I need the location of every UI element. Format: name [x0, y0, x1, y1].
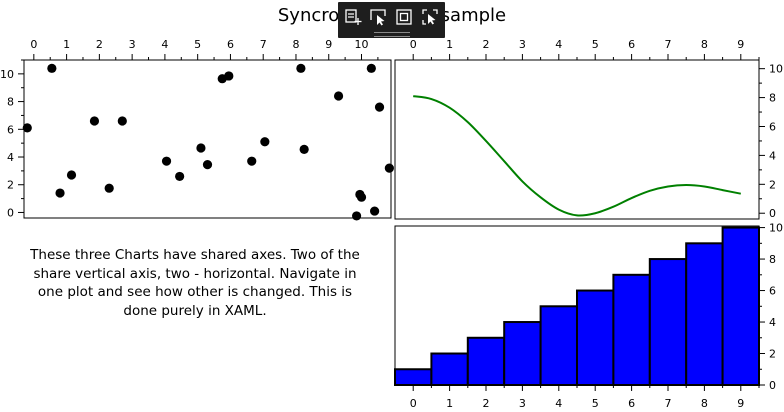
- line-series: [413, 95, 741, 217]
- scatter-y-tick-label: 2: [7, 179, 14, 192]
- line-y-tick-label: 6: [769, 120, 776, 133]
- scatter-x-tick-label: 7: [260, 38, 267, 51]
- toolbar-grip[interactable]: [374, 32, 410, 37]
- scatter-x-tick-label: 1: [63, 38, 70, 51]
- scatter-point: [299, 144, 309, 154]
- scatter-point: [202, 160, 213, 170]
- scatter-chart[interactable]: 0 1 2 3 4 5 6 7 8 9 10 0 2 4 6 8 10: [0, 38, 394, 221]
- line-x-tick-label: 3: [519, 38, 526, 51]
- scatter-y-tick-label: 8: [7, 96, 14, 109]
- line-y-tick-label: 4: [769, 149, 776, 162]
- line-chart[interactable]: 0 1 2 3 4 5 6 7 8 9 0 2 4 6 8 10: [394, 38, 783, 220]
- bar-x-tick-label: 9: [737, 397, 744, 410]
- scatter-point: [247, 156, 257, 166]
- scatter-point: [47, 63, 57, 73]
- bar-x-tick-label: 6: [628, 397, 635, 410]
- select-pointer-icon[interactable]: [369, 8, 387, 26]
- scatter-point: [384, 163, 394, 173]
- pick-element-icon[interactable]: [421, 8, 439, 26]
- scatter-x-tick-label: 0: [30, 38, 37, 51]
- scatter-point: [260, 137, 270, 147]
- bar: [539, 305, 578, 387]
- scatter-x-tick-label: 4: [161, 38, 168, 51]
- line-x-tick-label: 6: [628, 38, 635, 51]
- bar-x-tick-label: 1: [446, 397, 453, 410]
- scatter-point: [22, 123, 32, 133]
- bar-x-tick-label: 0: [410, 397, 417, 410]
- scatter-point: [161, 156, 172, 166]
- scatter-x-tick-label: 8: [292, 38, 299, 51]
- bar-x-tick-label: 5: [592, 397, 599, 410]
- scatter-y-tick-label: 10: [0, 68, 14, 81]
- scatter-y-tick-label: 6: [7, 123, 14, 136]
- scatter-y-tick-label: 4: [7, 151, 14, 164]
- description-text: These three Charts have shared axes. Two…: [30, 247, 360, 319]
- scatter-x-tick-label: 5: [194, 38, 201, 51]
- scatter-x-tick-label: 3: [129, 38, 136, 51]
- scatter-point: [55, 188, 65, 198]
- scatter-point: [351, 211, 362, 221]
- bar-x-tick-label: 3: [519, 397, 526, 410]
- line-x-tick-label: 9: [737, 38, 744, 51]
- scatter-point: [370, 206, 380, 216]
- bar: [430, 352, 469, 387]
- bar: [721, 226, 760, 386]
- line-x-tick-label: 4: [555, 38, 562, 51]
- scatter-point: [117, 116, 127, 126]
- bar-y-tick-label: 4: [769, 316, 776, 329]
- bar-x-tick-label: 7: [665, 397, 672, 410]
- scatter-y-tick-label: 0: [7, 206, 14, 219]
- line-x-tick-label: 0: [410, 38, 417, 51]
- scatter-point: [356, 192, 367, 202]
- bar-y-tick-label: 8: [769, 253, 776, 266]
- scatter-x-tick-label: 2: [96, 38, 103, 51]
- line-x-tick-label: 1: [446, 38, 453, 51]
- scatter-point: [104, 183, 114, 193]
- scatter-x-tick-label: 6: [227, 38, 234, 51]
- scatter-point: [89, 116, 100, 126]
- scatter-point: [374, 102, 385, 112]
- bar: [648, 258, 688, 387]
- bar-y-tick-label: 6: [769, 285, 776, 298]
- line-x-tick-label: 8: [701, 38, 708, 51]
- scatter-frame: [23, 59, 392, 219]
- bar-x-tick-label: 2: [483, 397, 490, 410]
- scatter-point: [175, 171, 185, 182]
- scatter-point: [196, 143, 206, 153]
- bar-x-tick-label: 4: [555, 397, 562, 410]
- bar-y-tick-label: 2: [769, 348, 776, 361]
- layout-frame-icon[interactable]: [395, 8, 413, 26]
- scatter-point: [296, 63, 306, 73]
- scatter-point: [366, 63, 376, 73]
- line-y-tick-label: 2: [769, 178, 776, 191]
- scatter-x-tick-label: 10: [355, 38, 369, 51]
- bar-y-tick-label: 0: [769, 379, 776, 392]
- insert-element-icon[interactable]: [344, 8, 362, 26]
- bar: [576, 289, 615, 386]
- bar-y-tick-label: 10: [769, 222, 783, 235]
- scatter-point: [66, 170, 77, 180]
- line-y-tick-label: 10: [769, 63, 783, 76]
- line-x-tick-label: 7: [665, 38, 672, 51]
- scatter-x-tick-label: 9: [325, 38, 332, 51]
- scatter-point: [224, 71, 234, 81]
- bar: [394, 368, 433, 386]
- bar-x-tick-label: 8: [701, 397, 708, 410]
- bar: [612, 273, 651, 386]
- bar-chart[interactable]: 0 1 2 3 4 5 6 7 8 9 0 2 4 6 8 10: [394, 222, 783, 410]
- line-y-tick-label: 0: [769, 207, 776, 220]
- debug-toolbar: [338, 2, 445, 38]
- line-x-tick-label: 5: [592, 38, 599, 51]
- bar: [503, 321, 542, 386]
- line-y-tick-label: 8: [769, 92, 776, 105]
- line-x-tick-label: 2: [483, 38, 490, 51]
- scatter-point: [333, 91, 344, 101]
- line-frame: [394, 59, 760, 220]
- bar: [466, 336, 506, 386]
- bar: [685, 242, 724, 386]
